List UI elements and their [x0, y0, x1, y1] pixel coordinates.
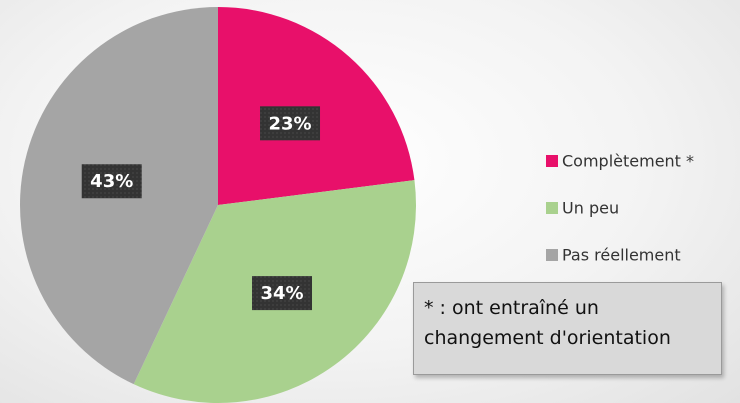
- data-label: 34%: [260, 283, 303, 304]
- legend-swatch: [546, 249, 558, 261]
- legend-label: Pas réellement: [562, 246, 681, 265]
- legend-swatch: [546, 202, 558, 214]
- legend-label: Complètement *: [562, 152, 694, 171]
- data-label: 43%: [90, 171, 133, 192]
- legend-swatch: [546, 155, 558, 167]
- pie-slice: [218, 7, 415, 205]
- legend-label: Un peu: [562, 199, 619, 218]
- annotation: * : ont entraîné un changement d'orienta…: [413, 282, 722, 375]
- data-label-box: [252, 276, 313, 311]
- data-label-box: [260, 106, 321, 141]
- data-label-box: [81, 164, 142, 199]
- data-label: 23%: [268, 113, 311, 134]
